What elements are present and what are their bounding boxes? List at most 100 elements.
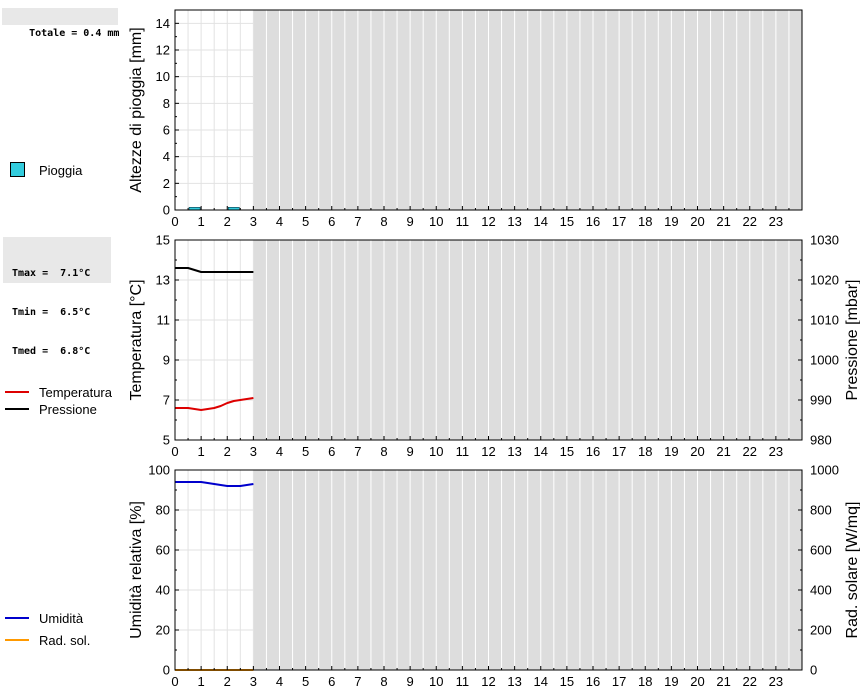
pressure-line xyxy=(175,267,254,273)
y-tick-label: 12 xyxy=(156,43,170,58)
y2-tick-label: 980 xyxy=(810,433,832,448)
y-tick-label: 0 xyxy=(163,203,170,218)
x-tick-label: 1 xyxy=(198,444,205,459)
x-tick-label: 3 xyxy=(250,444,257,459)
y-tick-label: 15 xyxy=(156,233,170,248)
x-tick-label: 0 xyxy=(171,674,178,689)
x-tick-label: 22 xyxy=(743,674,757,689)
y-tick-label: 14 xyxy=(156,16,170,31)
y2-tick-label: 1010 xyxy=(810,313,839,328)
x-tick-label: 11 xyxy=(456,444,470,459)
y-tick-label: 100 xyxy=(148,463,170,478)
rain-legend-swatch xyxy=(10,162,25,177)
x-tick-label: 14 xyxy=(534,214,548,229)
x-tick-label: 8 xyxy=(380,214,387,229)
x-tick-label: 8 xyxy=(380,674,387,689)
x-tick-label: 5 xyxy=(302,444,309,459)
y-tick-label: 13 xyxy=(156,273,170,288)
x-tick-label: 16 xyxy=(586,674,600,689)
y2-tick-label: 1000 xyxy=(810,353,839,368)
chart-panel-2: 0 1 2 3 4 5 6 7 8 9 10 11 12 13 14 15 16 17 18 19 20 21 22 2302… xyxy=(128,463,860,690)
x-tick-label: 17 xyxy=(612,674,626,689)
press-legend-label: Pressione xyxy=(39,402,97,417)
tmed-text: Tmed = 6.8°C xyxy=(12,346,91,357)
y-tick-label: 40 xyxy=(156,583,170,598)
x-tick-label: 9 xyxy=(407,214,414,229)
tmin-text: Tmin = 6.5°C xyxy=(12,307,91,318)
x-tick-label: 7 xyxy=(354,674,361,689)
x-tick-label: 15 xyxy=(560,214,574,229)
x-tick-label: 17 xyxy=(612,214,626,229)
y-tick-label: 0 xyxy=(163,663,170,678)
y-tick-label: 9 xyxy=(163,353,170,368)
y2-tick-label: 990 xyxy=(810,393,832,408)
x-tick-label: 20 xyxy=(690,674,704,689)
y-axis-label: Umidità relativa [%] xyxy=(128,501,145,639)
y2-tick-label: 1020 xyxy=(810,273,839,288)
x-tick-label: 9 xyxy=(407,444,414,459)
x-tick-label: 4 xyxy=(276,444,283,459)
x-tick-label: 11 xyxy=(456,674,470,689)
x-tick-label: 15 xyxy=(560,444,574,459)
x-tick-label: 14 xyxy=(534,444,548,459)
x-tick-label: 1 xyxy=(198,214,205,229)
x-tick-label: 3 xyxy=(250,214,257,229)
y2-tick-label: 0 xyxy=(810,663,817,678)
y2-tick-label: 1030 xyxy=(810,233,839,248)
temperature-line xyxy=(175,397,254,411)
x-tick-label: 18 xyxy=(638,444,652,459)
humidity-line xyxy=(175,481,254,487)
rain-legend-label: Pioggia xyxy=(39,163,83,178)
y-tick-label: 8 xyxy=(163,96,170,111)
x-tick-label: 14 xyxy=(534,674,548,689)
x-tick-label: 18 xyxy=(638,214,652,229)
chart-panel-1: 0 1 2 3 4 5 6 7 8 9 10 11 12 13 14 15 16 17 18 19 20 21 22 2357… xyxy=(128,233,860,460)
hum-legend-swatch xyxy=(5,617,29,619)
rain-total-box: Totale = 0.4 mm xyxy=(2,8,119,39)
y-tick-label: 20 xyxy=(156,623,170,638)
y2-tick-label: 200 xyxy=(810,623,832,638)
hum-legend-label: Umidità xyxy=(39,611,84,626)
y-tick-label: 7 xyxy=(163,393,170,408)
y2-tick-label: 800 xyxy=(810,503,832,518)
y-tick-label: 60 xyxy=(156,543,170,558)
x-tick-label: 13 xyxy=(507,674,521,689)
x-tick-label: 10 xyxy=(429,674,443,689)
rain-total-text: Totale = 0.4 mm xyxy=(29,28,120,39)
x-tick-label: 10 xyxy=(429,214,443,229)
rad-legend-swatch xyxy=(5,639,29,641)
x-tick-label: 22 xyxy=(743,214,757,229)
x-tick-label: 7 xyxy=(354,444,361,459)
temp-legend-swatch xyxy=(5,391,29,393)
x-tick-label: 20 xyxy=(690,214,704,229)
x-tick-label: 5 xyxy=(302,674,309,689)
x-tick-label: 5 xyxy=(302,214,309,229)
y-tick-label: 10 xyxy=(156,69,170,84)
x-tick-label: 1 xyxy=(198,674,205,689)
x-tick-label: 6 xyxy=(328,444,335,459)
y2-tick-label: 600 xyxy=(810,543,832,558)
x-tick-label: 6 xyxy=(328,674,335,689)
x-tick-label: 19 xyxy=(664,214,678,229)
x-tick-label: 23 xyxy=(769,444,783,459)
x-tick-label: 22 xyxy=(743,444,757,459)
x-tick-label: 11 xyxy=(456,214,470,229)
x-tick-label: 20 xyxy=(690,444,704,459)
y-axis-label: Temperatura [°C] xyxy=(128,279,145,400)
x-tick-label: 3 xyxy=(250,674,257,689)
tmax-text: Tmax = 7.1°C xyxy=(12,268,91,279)
x-tick-label: 2 xyxy=(224,674,231,689)
x-tick-label: 7 xyxy=(354,214,361,229)
temp-stats-box: Tmax = 7.1°C Tmin = 6.5°C Tmed = 6.8°C xyxy=(3,237,111,357)
x-tick-label: 12 xyxy=(481,444,495,459)
x-tick-label: 0 xyxy=(171,444,178,459)
x-tick-label: 19 xyxy=(664,674,678,689)
y-tick-label: 5 xyxy=(163,433,170,448)
x-tick-label: 4 xyxy=(276,674,283,689)
x-tick-label: 21 xyxy=(716,444,730,459)
x-tick-label: 6 xyxy=(328,214,335,229)
y-tick-label: 6 xyxy=(163,123,170,138)
y-tick-label: 4 xyxy=(163,149,170,164)
y-tick-label: 80 xyxy=(156,503,170,518)
